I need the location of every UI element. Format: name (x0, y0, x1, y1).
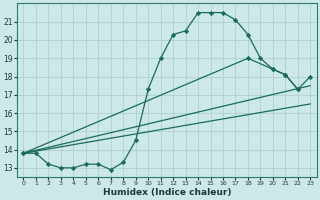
X-axis label: Humidex (Indice chaleur): Humidex (Indice chaleur) (103, 188, 231, 197)
